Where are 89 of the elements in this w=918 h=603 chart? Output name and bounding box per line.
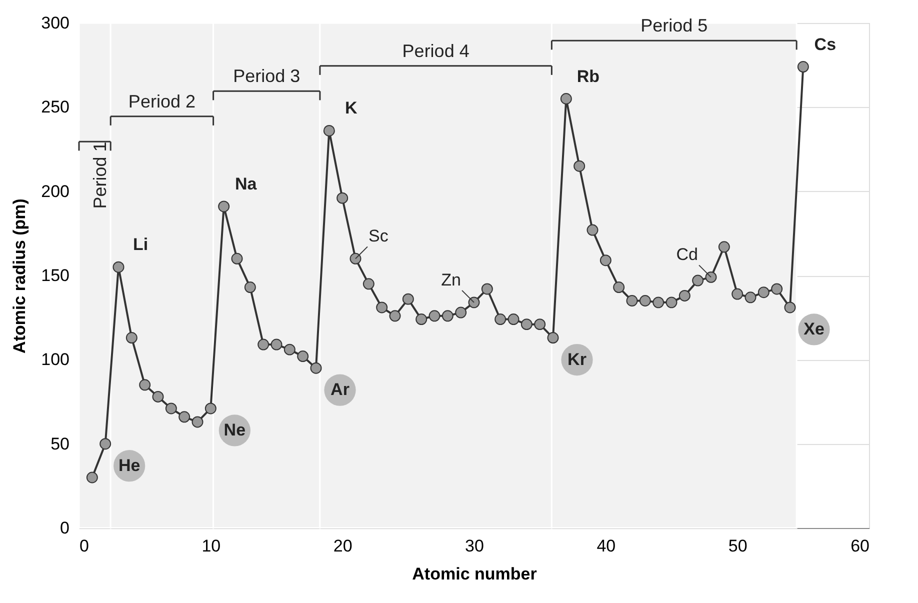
annotation: Sc xyxy=(368,226,389,246)
point xyxy=(152,390,164,402)
y-tick-label: 150 xyxy=(41,266,70,285)
point xyxy=(784,302,796,314)
point xyxy=(270,338,282,350)
annotation: Li xyxy=(132,235,148,254)
y-tick-label: 100 xyxy=(41,350,70,370)
y-tick-label: 0 xyxy=(60,518,70,538)
point xyxy=(468,296,480,308)
annotation: Rb xyxy=(576,66,600,86)
point xyxy=(560,93,572,104)
point xyxy=(284,344,296,356)
x-tick-label: 50 xyxy=(728,536,748,556)
annotation: Cs xyxy=(814,34,836,54)
point xyxy=(310,362,322,374)
point xyxy=(678,290,690,302)
y-tick-label: 50 xyxy=(50,434,70,454)
point xyxy=(376,302,388,314)
point xyxy=(165,402,177,414)
point xyxy=(416,314,428,325)
point xyxy=(732,288,744,300)
point xyxy=(718,241,730,253)
annotation: Xe xyxy=(804,319,824,338)
point xyxy=(547,332,559,344)
point xyxy=(86,472,98,484)
annotation: K xyxy=(345,98,358,118)
point xyxy=(362,278,374,290)
point xyxy=(178,411,190,423)
point xyxy=(797,61,809,72)
band-label: Period 1 xyxy=(90,142,110,209)
annotation: Zn xyxy=(441,270,461,290)
point xyxy=(231,252,243,264)
band-label: Period 3 xyxy=(233,66,300,86)
y-axis-title: Atomic radius (pm) xyxy=(10,198,30,354)
point xyxy=(652,296,664,308)
point xyxy=(613,282,625,294)
point xyxy=(481,283,493,295)
point xyxy=(758,286,770,298)
x-tick-label: 0 xyxy=(80,536,89,556)
annotation: Cd xyxy=(676,245,698,264)
annotation: He xyxy=(118,456,140,475)
annotation: Na xyxy=(234,174,258,194)
annotation: Ar xyxy=(330,380,350,400)
point xyxy=(192,416,204,428)
point xyxy=(600,254,612,266)
point xyxy=(139,379,151,391)
point xyxy=(442,310,454,322)
point xyxy=(402,293,414,305)
band-label: Period 5 xyxy=(640,16,708,36)
y-tick-label: 300 xyxy=(41,14,70,32)
point xyxy=(692,274,704,286)
point xyxy=(520,318,532,330)
point xyxy=(323,125,335,136)
point xyxy=(494,314,506,325)
y-tick-label: 250 xyxy=(41,98,70,117)
annotation: Kr xyxy=(568,350,587,369)
point xyxy=(705,271,717,283)
x-tick-label: 30 xyxy=(465,536,484,556)
point xyxy=(574,160,586,172)
point xyxy=(336,192,348,204)
point xyxy=(771,283,783,295)
point xyxy=(297,350,309,362)
point xyxy=(428,310,440,322)
point xyxy=(389,310,401,322)
point xyxy=(218,200,230,212)
point xyxy=(639,295,651,306)
point xyxy=(455,306,467,318)
y-tick-label: 200 xyxy=(41,182,70,201)
point xyxy=(744,292,756,304)
point xyxy=(534,318,546,330)
point xyxy=(244,282,256,294)
x-tick-label: 10 xyxy=(202,536,221,556)
x-axis-title: Atomic number xyxy=(412,564,538,584)
point xyxy=(666,296,678,308)
x-tick-label: 60 xyxy=(850,536,870,556)
point xyxy=(626,295,638,306)
point xyxy=(508,314,520,325)
point xyxy=(100,438,112,450)
point xyxy=(112,261,124,273)
x-tick-label: 40 xyxy=(596,536,616,556)
point xyxy=(586,224,598,236)
point xyxy=(126,332,138,344)
band-label: Period 4 xyxy=(402,40,470,61)
x-tick-label: 20 xyxy=(333,536,352,556)
point xyxy=(258,338,270,350)
band-label: Period 2 xyxy=(128,91,196,112)
point xyxy=(350,252,362,264)
point xyxy=(204,402,216,414)
annotation: Ne xyxy=(224,420,246,440)
